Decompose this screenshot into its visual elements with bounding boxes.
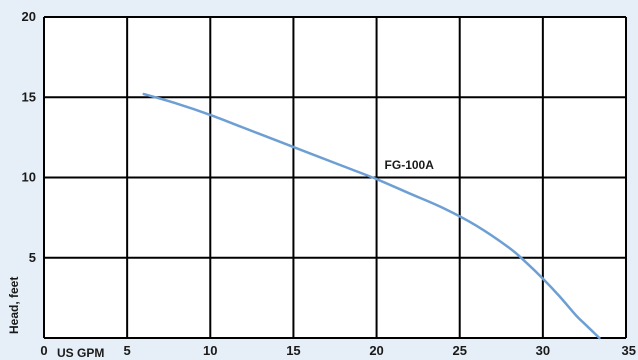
x-tick-label: 30 — [536, 343, 550, 358]
x-tick-label: 5 — [124, 343, 131, 358]
y-tick-label: 10 — [22, 170, 36, 185]
x-tick-label: 35 — [622, 343, 636, 358]
y-axis-label: Head, feet — [7, 277, 21, 334]
x-tick-label: 15 — [286, 343, 300, 358]
x-tick-label: 25 — [452, 343, 466, 358]
x-tick-label: 10 — [203, 343, 217, 358]
x-tick-label: 0 — [40, 343, 47, 358]
annotations: FG-100A — [385, 158, 435, 172]
y-tick-label: 20 — [22, 9, 36, 24]
series-label: FG-100A — [385, 158, 435, 172]
grid-lines — [43, 16, 627, 339]
tick-labels: 0 5 10 15 20 25 30 35 5 10 15 20 — [22, 9, 636, 358]
x-tick-label: 20 — [369, 343, 383, 358]
series-layer — [142, 92, 601, 340]
y-tick-label: 15 — [22, 89, 36, 104]
x-axis-label: US GPM — [57, 346, 104, 360]
series-line-fg-100a — [142, 92, 601, 340]
y-tick-label: 5 — [29, 250, 36, 265]
